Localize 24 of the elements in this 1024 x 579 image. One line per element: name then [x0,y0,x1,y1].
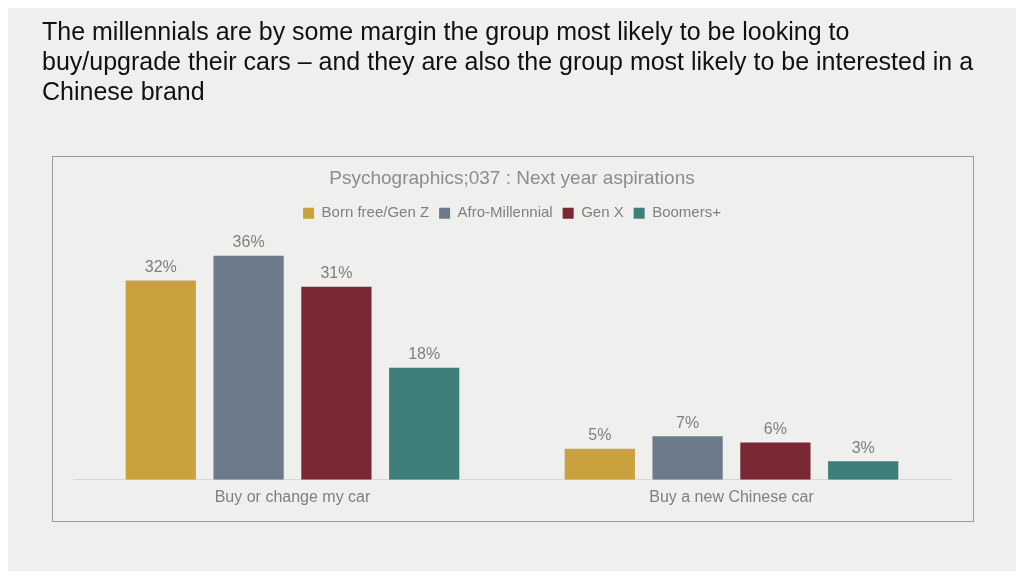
data-label: 32% [144,258,177,276]
bar [389,367,460,480]
data-label: 6% [763,419,787,437]
bar [125,280,196,480]
x-tick-label: Buy or change my car [214,487,371,505]
data-label: 36% [232,233,265,251]
bar [301,286,372,480]
data-label: 7% [676,413,700,431]
chart-subtitle: Psychographics;037 : Next year aspirations [329,166,695,188]
bar [564,448,635,480]
data-label: 3% [851,438,875,456]
legend-label: Gen X [581,203,624,221]
data-label: 5% [588,426,612,444]
x-tick-label: Buy a new Chinese car [649,487,815,505]
bar [652,436,723,480]
chart-title: The millennials are by some margin the group most likely to be looking to buy/upgrade their cars – and they are also the group most likely to be interested in a Chinese brand [42,16,975,106]
legend-label: Born free/Gen Z [321,203,430,221]
data-label: 18% [408,345,441,363]
bar [213,255,284,480]
legend-label: Afro-Millennial [457,203,553,221]
bar [828,461,899,480]
bar [740,442,811,480]
data-label: 31% [320,264,353,282]
legend-label: Boomers+ [652,203,722,221]
